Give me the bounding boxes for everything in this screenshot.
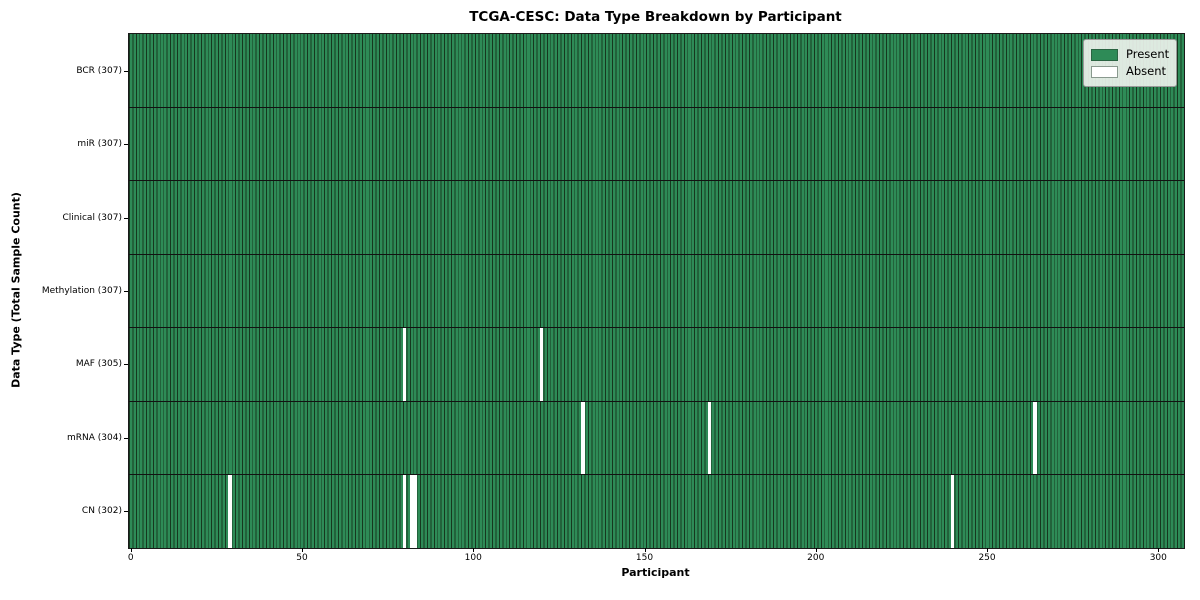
absent-cell-stripe (540, 327, 544, 402)
y-tick-label: Methylation (307) (41, 286, 122, 296)
x-tick (130, 548, 132, 552)
x-tick-label: 100 (464, 553, 482, 563)
x-tick-label: 150 (635, 553, 654, 563)
heatmap-row-clinical (129, 180, 1184, 255)
row-separator (129, 180, 1184, 182)
legend: Present Absent (1083, 39, 1177, 87)
y-tick (124, 144, 128, 146)
legend-item-absent: Absent (1091, 63, 1168, 80)
x-tick-label: 250 (978, 553, 996, 563)
legend-label-absent: Absent (1126, 63, 1167, 78)
heatmap-row-maf (129, 327, 1184, 402)
y-tick-label: miR (307) (77, 139, 122, 150)
chart-title: TCGA-CESC: Data Type Breakdown by Partic… (469, 9, 842, 25)
x-tick (1158, 548, 1160, 552)
heatmap-row-mir (129, 107, 1184, 181)
x-tick-label: 50 (296, 553, 308, 563)
y-tick (124, 291, 128, 292)
y-tick (124, 437, 128, 439)
x-tick (301, 548, 303, 552)
absent-cell-stripe (403, 474, 407, 548)
legend-label-present: Present (1126, 46, 1170, 61)
y-tick (124, 70, 128, 72)
y-tick-label: BCR (307) (76, 65, 122, 76)
absent-cell-stripe (403, 327, 407, 402)
y-tick-label: mRNA (304) (67, 432, 122, 443)
absent-cell-stripe (413, 474, 417, 548)
row-separator (129, 327, 1184, 329)
row-separator (129, 400, 1184, 402)
y-tick-label: Clinical (307) (62, 212, 122, 223)
x-axis-label: Participant (621, 566, 690, 579)
row-separator (129, 474, 1184, 476)
y-tick-label: MAF (305) (75, 359, 122, 370)
x-tick (644, 548, 646, 552)
row-separator (129, 253, 1184, 255)
absent-cell-stripe (581, 401, 585, 475)
y-axis-label: Data Type (Total Sample Count) (9, 192, 23, 388)
absent-swatch (1091, 65, 1118, 78)
absent-cell-stripe (228, 474, 232, 548)
present-swatch (1091, 48, 1118, 61)
x-tick-label: 300 (1149, 553, 1167, 563)
absent-cell-stripe (409, 474, 414, 548)
x-tick (987, 548, 989, 552)
y-tick (124, 511, 128, 513)
x-tick-label: 0 (127, 553, 134, 563)
absent-cell-stripe (951, 474, 955, 548)
heatmap-row-methylation (129, 254, 1184, 328)
y-tick (124, 364, 128, 366)
absent-cell-stripe (1033, 401, 1037, 475)
heatmap-row-cn (129, 474, 1184, 548)
heatmap-row-mrna (129, 401, 1184, 475)
heatmap-row-bcr (129, 34, 1184, 108)
y-tick (124, 217, 128, 219)
x-tick (815, 548, 817, 552)
x-tick (473, 548, 475, 552)
plot-area (128, 33, 1185, 549)
legend-item-present: Present (1091, 46, 1170, 63)
absent-cell-stripe (707, 401, 712, 475)
row-separator (129, 106, 1184, 108)
x-tick-label: 200 (807, 553, 825, 563)
y-tick-label: CN (302) (81, 506, 122, 517)
